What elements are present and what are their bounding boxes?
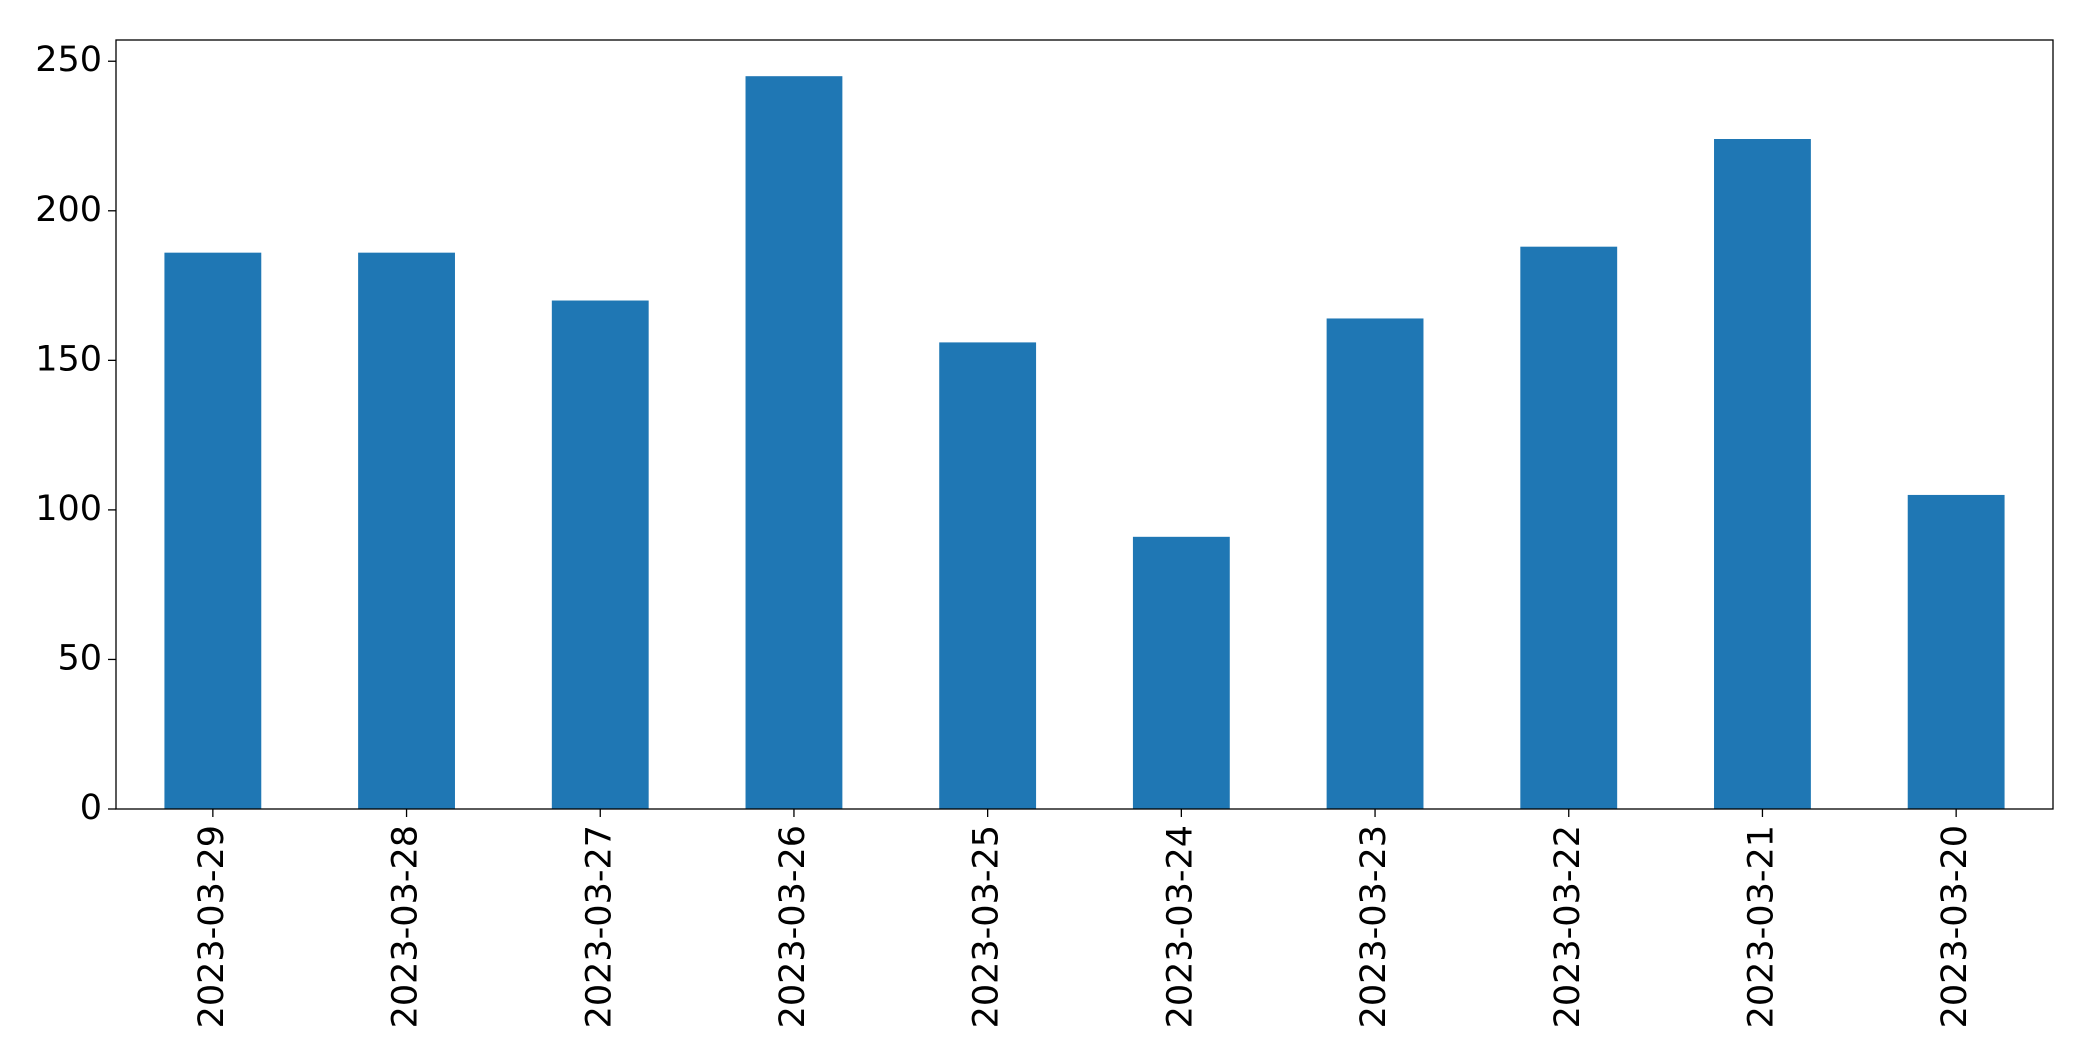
x-tick-label: 2023-03-29	[192, 825, 232, 1028]
y-tick-label: 150	[35, 339, 102, 379]
bar	[1714, 139, 1811, 809]
x-tick-label: 2023-03-26	[773, 825, 813, 1028]
bar	[745, 76, 843, 809]
bar	[1520, 246, 1618, 810]
x-tick-label: 2023-03-27	[579, 825, 619, 1028]
bar	[1907, 494, 2005, 809]
x-tick-label: 2023-03-20	[1935, 825, 1975, 1028]
y-tick-label: 0	[80, 788, 102, 828]
bar	[358, 252, 455, 809]
y-tick-label: 50	[57, 638, 102, 678]
bar	[939, 342, 1037, 809]
x-tick-label: 2023-03-23	[1354, 825, 1394, 1028]
y-tick-label: 250	[35, 40, 102, 80]
x-tick-label: 2023-03-25	[967, 825, 1007, 1028]
x-tick-label: 2023-03-21	[1741, 825, 1781, 1028]
x-tick-label: 2023-03-24	[1160, 825, 1200, 1028]
bar	[551, 300, 649, 809]
y-tick-label: 100	[35, 489, 102, 529]
bar	[1326, 318, 1424, 809]
y-tick-label: 200	[35, 190, 102, 230]
plot-frame	[115, 39, 2054, 810]
bar	[1132, 536, 1230, 809]
x-tick-label: 2023-03-22	[1548, 825, 1588, 1028]
x-tick-label: 2023-03-28	[386, 825, 426, 1028]
bar	[164, 252, 262, 809]
